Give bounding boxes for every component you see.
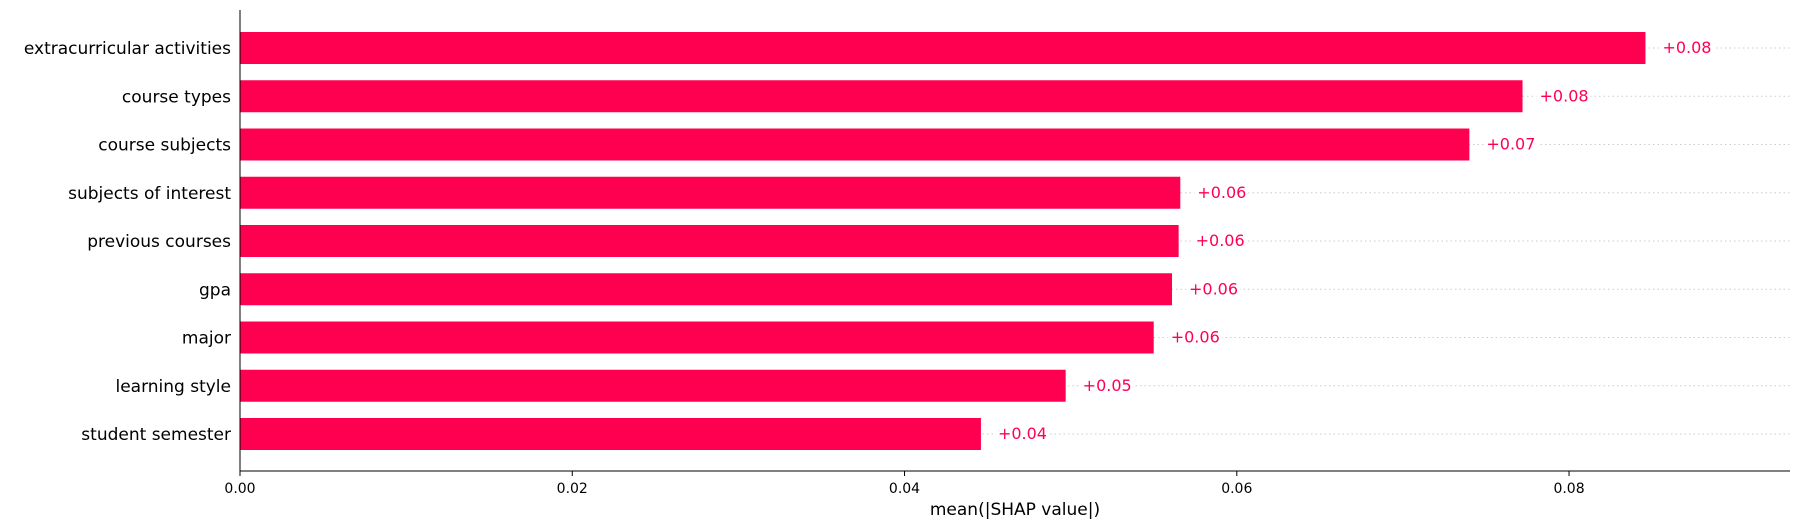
value-label-bg [1483,133,1538,156]
category-label: subjects of interest [68,184,231,204]
value-label-bg [1192,230,1247,252]
value-label-bg [1536,85,1591,108]
value-label: +0.06 [1196,231,1245,250]
value-label: +0.08 [1662,38,1711,57]
value-label: +0.06 [1171,328,1220,347]
x-axis: 0.00 0.02 0.04 0.06 0.08 [224,10,1790,497]
category-label: learning style [115,377,231,397]
x-tick-label: 0.06 [1221,481,1252,497]
x-tick-label: 0.00 [224,481,255,497]
value-label-bg [1194,181,1249,204]
bar-layer [240,32,1646,450]
value-label-bg [1167,326,1222,349]
x-tick-label: 0.04 [889,481,920,497]
bar [240,225,1179,257]
bar [240,176,1181,209]
bar [240,32,1646,64]
x-tick-label: 0.08 [1553,481,1584,497]
value-label: +0.07 [1486,135,1535,154]
category-label: course types [122,87,231,107]
category-label: extracurricular activities [24,39,231,59]
category-label: course subjects [98,136,231,156]
bar [240,418,981,450]
value-label-bg [1659,37,1714,59]
value-label-bg [1185,278,1240,301]
category-label: gpa [199,280,231,300]
value-labels: +0.08 +0.08 +0.07 +0.06 +0.06 +0.06 +0.06 +0.05… [994,37,1714,445]
category-labels: extracurricular activities course types co… [24,39,231,445]
value-label: +0.05 [1083,376,1132,395]
x-axis-title: mean(|SHAP value|) [930,500,1100,520]
bar [240,273,1172,306]
value-label: +0.04 [998,424,1047,443]
x-tick-label: 0.02 [557,481,588,497]
value-label-bg [994,423,1049,445]
value-label: +0.08 [1540,86,1589,105]
category-label: previous courses [87,232,231,252]
value-label-bg [1079,374,1134,397]
category-label: student semester [81,425,231,445]
bar [240,128,1470,161]
category-label: major [182,329,231,349]
bar [240,80,1523,113]
bar [240,369,1066,402]
value-label: +0.06 [1189,279,1238,298]
bar [240,321,1154,354]
value-label: +0.06 [1197,183,1246,202]
